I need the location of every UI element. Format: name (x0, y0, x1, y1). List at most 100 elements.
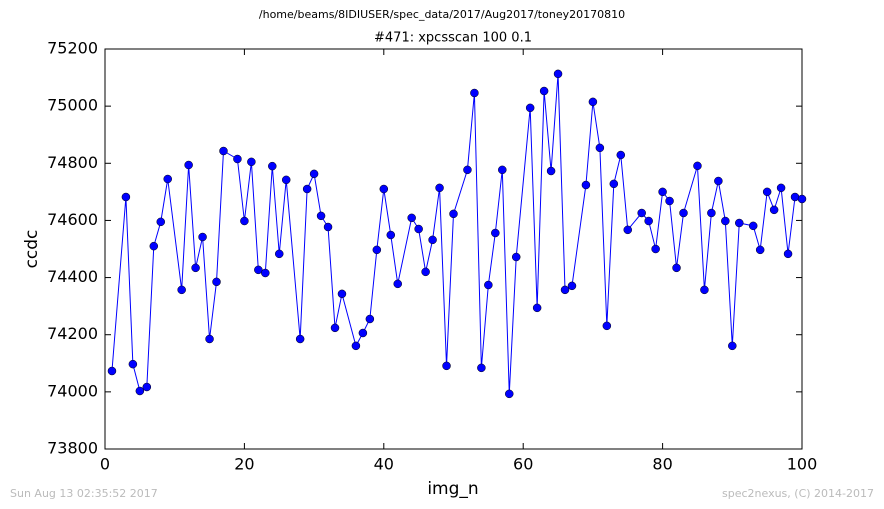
data-point (316, 211, 326, 221)
data-point (268, 161, 277, 171)
y-tick-label: 75000 (47, 96, 98, 115)
data-point (442, 361, 451, 371)
data-point (484, 280, 493, 290)
data-point (491, 228, 500, 238)
data-point (163, 174, 172, 184)
data-point (191, 263, 200, 273)
data-point (567, 281, 577, 291)
data-point (783, 249, 793, 259)
data-point (330, 323, 340, 333)
y-tick-label: 73800 (47, 439, 98, 458)
data-point (470, 88, 479, 98)
data-point (693, 161, 702, 171)
data-point (240, 216, 249, 226)
data-point (407, 213, 416, 223)
data-point (735, 218, 744, 228)
data-point (546, 166, 556, 176)
data-point (351, 341, 361, 351)
footer-credit: spec2nexus, (C) 2014-2017 (722, 487, 874, 500)
data-point (602, 321, 612, 331)
data-point (616, 150, 626, 160)
data-point (219, 146, 228, 156)
data-point (121, 192, 131, 202)
data-point (177, 285, 186, 295)
data-point (560, 285, 570, 295)
data-point (435, 183, 444, 193)
data-point (707, 208, 716, 218)
data-point (107, 366, 117, 376)
data-point (755, 245, 765, 255)
data-point (379, 184, 389, 194)
data-point (539, 86, 549, 96)
data-point (525, 103, 535, 113)
data-point (797, 194, 807, 204)
data-point (728, 341, 737, 351)
data-point (498, 165, 507, 175)
data-point (581, 180, 591, 190)
data-point (198, 232, 207, 242)
y-tick-label: 74600 (47, 210, 98, 229)
data-point (679, 208, 688, 218)
data-point (769, 205, 779, 215)
x-tick-label: 0 (100, 455, 110, 474)
data-point (623, 225, 632, 235)
data-point (302, 184, 312, 194)
data-point (393, 279, 402, 289)
data-point (365, 314, 375, 324)
data-point (665, 196, 674, 206)
data-point (358, 328, 368, 338)
data-point (477, 363, 486, 373)
data-point (714, 176, 723, 186)
data-point (128, 359, 138, 369)
chart-subtitle: #471: xpcsscan 100 0.1 (374, 31, 532, 46)
data-point (337, 289, 347, 299)
y-tick-label: 75200 (47, 39, 98, 58)
y-tick-label: 74200 (47, 324, 98, 343)
data-point (776, 183, 786, 193)
data-point (261, 268, 270, 278)
x-tick-label: 100 (787, 455, 818, 474)
data-point (233, 154, 242, 164)
y-axis-label: ccdc (22, 230, 42, 269)
data-point (588, 97, 598, 107)
data-point (463, 165, 472, 175)
data-point (275, 249, 284, 259)
data-point (295, 334, 305, 344)
data-point (323, 222, 333, 232)
y-tick-label: 74000 (47, 381, 98, 400)
footer-timestamp: Sun Aug 13 02:35:52 2017 (10, 487, 158, 500)
data-point (281, 175, 291, 185)
data-point (553, 69, 563, 79)
data-point (212, 277, 221, 287)
data-point (644, 216, 653, 226)
plot-frame (104, 48, 803, 450)
data-point (309, 169, 319, 179)
data-point (637, 208, 646, 218)
data-point (595, 143, 605, 153)
data-point (651, 244, 660, 254)
data-point (149, 241, 159, 251)
data-point (247, 157, 256, 167)
data-point (428, 235, 437, 245)
chart-title: /home/beams/8IDIUSER/spec_data/2017/Aug2… (259, 8, 625, 21)
data-point (205, 334, 214, 344)
y-tick-label: 74400 (47, 267, 98, 286)
x-tick-label: 20 (234, 455, 254, 474)
data-point (414, 224, 423, 234)
data-point (511, 252, 521, 262)
data-point (505, 389, 514, 399)
data-point (658, 187, 667, 197)
data-point (748, 221, 758, 231)
data-point (609, 179, 619, 189)
data-point (721, 216, 730, 226)
data-point (449, 209, 458, 219)
x-tick-label: 40 (374, 455, 394, 474)
y-tick-label: 74800 (47, 153, 98, 172)
data-point (762, 187, 772, 197)
data-point (532, 303, 542, 313)
data-point (372, 245, 382, 255)
data-point (156, 217, 166, 227)
x-axis-label: img_n (427, 479, 478, 499)
x-tick-label: 80 (652, 455, 672, 474)
